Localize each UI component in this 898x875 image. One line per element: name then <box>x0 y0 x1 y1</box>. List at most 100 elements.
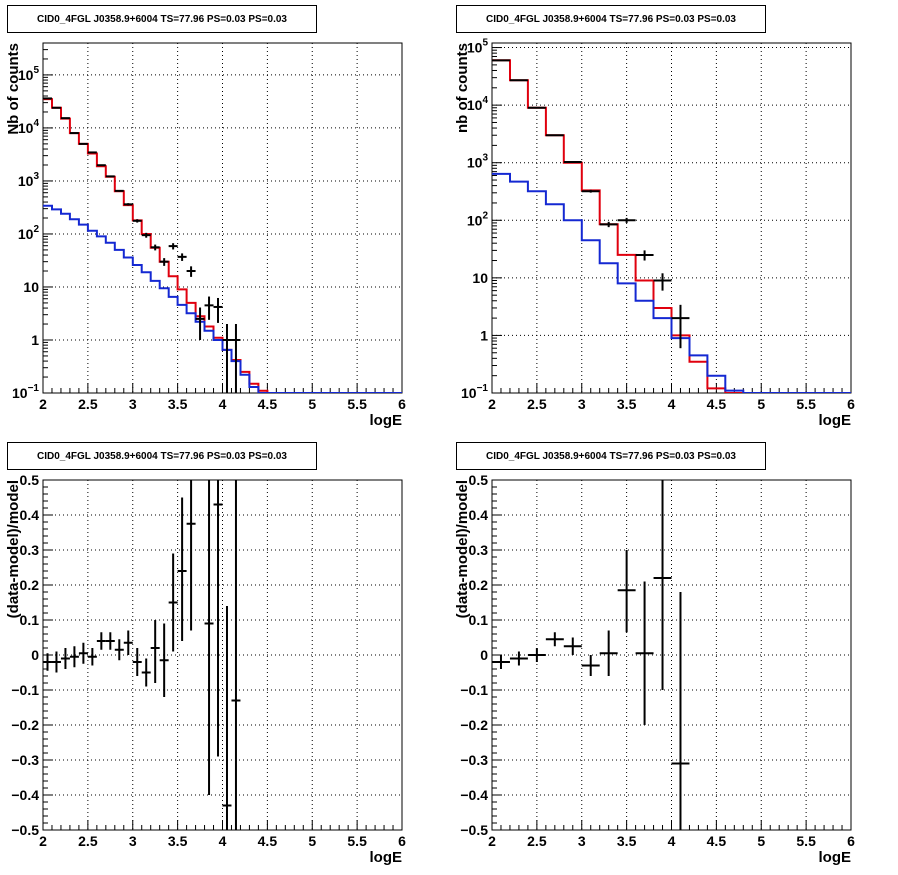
data-point <box>231 324 241 393</box>
y-tick-label: −0.1 <box>460 682 488 698</box>
y-tick-label: 105 <box>18 65 40 83</box>
x-tick-label: 4 <box>219 833 227 849</box>
y-axis-label: Nb of counts <box>5 43 22 135</box>
data-point <box>492 655 510 669</box>
tick-marks <box>491 479 852 831</box>
x-tick-label: 4.5 <box>707 396 727 412</box>
data-point <box>51 651 61 673</box>
x-tick-label: 3 <box>129 833 137 849</box>
x-tick-label: 2.5 <box>78 833 98 849</box>
tick-marks <box>42 49 403 394</box>
data-point <box>186 480 196 631</box>
data-point <box>222 606 232 830</box>
data-point <box>617 217 636 223</box>
y-tick-label: 104 <box>18 118 40 136</box>
x-tick-label: 4 <box>668 833 676 849</box>
data-point <box>222 324 232 393</box>
x-axis-label: logE <box>819 849 852 866</box>
data-point <box>123 203 133 206</box>
x-tick-label: 2 <box>488 396 496 412</box>
x-tick-label: 3 <box>578 833 586 849</box>
data-point <box>563 160 582 163</box>
x-tick-label: 5.5 <box>347 396 367 412</box>
data-point <box>43 653 52 671</box>
y-tick-label: 102 <box>18 224 40 242</box>
series-group <box>43 480 241 830</box>
y-tick-label: 0.5 <box>20 472 40 488</box>
data-point <box>78 642 88 664</box>
tick-marks <box>42 479 403 831</box>
data-point <box>204 296 214 320</box>
x-tick-label: 3.5 <box>617 396 637 412</box>
data-point <box>635 581 654 725</box>
data-point <box>213 480 223 757</box>
data-point <box>581 189 600 193</box>
x-tick-label: 2 <box>39 833 47 849</box>
x-tick-label: 4.5 <box>258 396 278 412</box>
x-tick-label: 6 <box>847 396 855 412</box>
y-tick-label: −0.4 <box>11 787 39 803</box>
y-axis-label: nb of counts <box>454 43 471 133</box>
y-tick-label: −0.3 <box>11 752 39 768</box>
data-point <box>69 132 79 135</box>
data-point <box>96 164 106 167</box>
data-point <box>599 630 618 676</box>
x-tick-label: 5.5 <box>347 833 367 849</box>
data-point <box>141 658 151 687</box>
x-tick-label: 5 <box>757 833 765 849</box>
data-point <box>527 106 546 109</box>
x-tick-label: 2.5 <box>527 396 547 412</box>
model-total-line <box>43 98 402 393</box>
y-tick-label: 0.3 <box>20 542 40 558</box>
data-point <box>87 648 97 666</box>
data-point <box>87 151 97 154</box>
data-point <box>581 655 600 676</box>
y-tick-label: 1 <box>31 332 39 348</box>
x-tick-label: 6 <box>398 833 406 849</box>
data-point <box>545 134 564 137</box>
data-point <box>195 307 205 340</box>
data-point <box>150 620 160 683</box>
x-tick-label: 2.5 <box>527 833 547 849</box>
chart-panel-bottom-right: 2 2.5 3 3.5 4 4.5 5 5.5 6 −0.5 −0.4 −0.3 −0.2 −0.1 0 0.… <box>454 472 855 866</box>
x-axis-label: logE <box>370 849 403 866</box>
data-point <box>617 550 636 633</box>
y-tick-label: 0.3 <box>469 542 489 558</box>
data-point <box>150 244 160 251</box>
series-group <box>43 97 402 393</box>
y-tick-label: 0.2 <box>469 577 489 593</box>
y-axis-label: (data-model)/model <box>454 480 471 618</box>
y-tick-label: −0.2 <box>11 717 39 733</box>
y-tick-label: 103 <box>467 153 489 171</box>
x-axis-label: logE <box>370 412 403 429</box>
data-point <box>60 648 70 669</box>
y-tick-label: −0.3 <box>460 752 488 768</box>
data-point <box>653 480 672 690</box>
y-tick-label: 0 <box>31 647 39 663</box>
y-tick-label: 0 <box>480 647 488 663</box>
data-point <box>105 632 115 650</box>
data-point <box>204 480 214 795</box>
x-tick-label: 5 <box>757 396 765 412</box>
data-point <box>653 273 672 291</box>
data-point <box>132 648 142 676</box>
data-point <box>509 651 528 666</box>
y-tick-label: 10−1 <box>461 383 488 401</box>
model-component-line <box>492 172 851 393</box>
data-point <box>159 258 169 266</box>
data-point <box>177 497 187 641</box>
chart-panel-top-right: 2 2.5 3 3.5 4 4.5 5 5.5 6 10−1 1 10 102 103 104 105 logE… <box>454 38 855 429</box>
y-tick-label: 102 <box>467 210 489 228</box>
data-point <box>159 623 169 697</box>
y-tick-label: −0.2 <box>460 717 488 733</box>
data-point <box>635 250 654 261</box>
x-tick-label: 6 <box>847 833 855 849</box>
x-tick-label: 3 <box>578 396 586 412</box>
model-total-line <box>492 59 851 393</box>
panel-title-bottom-left: CID0_4FGL J0358.9+6004 TS=77.96 PS=0.03 … <box>7 442 317 470</box>
y-tick-label: 0.4 <box>20 507 40 523</box>
x-tick-label: 2 <box>39 396 47 412</box>
y-tick-label: 103 <box>18 171 40 189</box>
y-tick-label: 0.4 <box>469 507 489 523</box>
